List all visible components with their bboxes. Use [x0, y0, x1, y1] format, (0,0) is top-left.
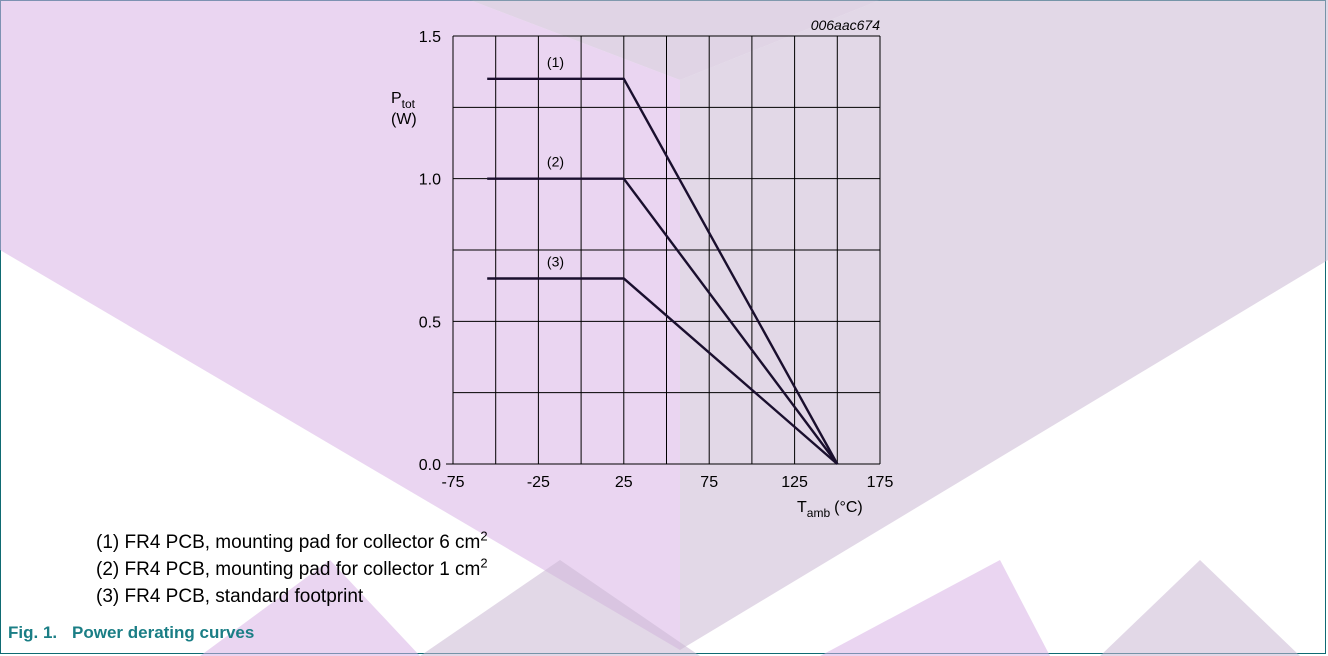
figure-title: Power derating curves: [72, 623, 255, 642]
y-tick-label: 1.5: [419, 29, 441, 46]
watermark-shape-right: [680, 0, 1328, 650]
y-tick-label: 0.0: [419, 457, 441, 474]
x-tick-label: 75: [700, 474, 718, 491]
x-tick-label: 125: [781, 474, 808, 491]
note-3-text: (3) FR4 PCB, standard footprint: [96, 586, 364, 607]
series-line-1: [487, 77, 839, 465]
y-axis-label-main: P: [391, 90, 402, 107]
watermark-shape-bottom-3: [820, 560, 1050, 656]
note-1-sup: 2: [480, 528, 488, 544]
grid: [446, 35, 881, 465]
note-2-sup: 2: [480, 555, 488, 571]
y-axis-label-sub: tot: [402, 97, 416, 111]
series-line-2: [487, 177, 839, 465]
note-1-text: (1) FR4 PCB, mounting pad for collector …: [96, 532, 481, 553]
x-axis-label-sub: amb: [807, 506, 831, 520]
watermark-shape-left: [0, 0, 680, 650]
series-label-3: (3): [547, 254, 564, 270]
figure-caption: Fig. 1. Power derating curves: [8, 623, 254, 643]
series-label-2: (2): [547, 154, 564, 170]
svg-text:Tamb(°C): Tamb (°C): [797, 499, 863, 520]
x-axis-label-main: T: [797, 499, 807, 516]
note-2-text: (2) FR4 PCB, mounting pad for collector …: [96, 559, 481, 580]
figure-number: Fig. 1.: [8, 623, 58, 642]
series-line-3: [487, 277, 839, 465]
note-3: (3) FR4 PCB, standard footprint: [96, 583, 488, 610]
tick-labels: -75 -25 25 75 125 175 0.0 0.5 1.0 1.5: [419, 29, 894, 491]
watermark-shape-bottom-2: [420, 560, 700, 656]
series-layer: (1) (2) (3): [487, 54, 839, 465]
x-tick-label: -25: [527, 474, 550, 491]
x-axis-unit: (°C): [834, 499, 863, 516]
y-axis-label: Ptot (W): [391, 90, 417, 128]
notes: (1) FR4 PCB, mounting pad for collector …: [96, 529, 488, 610]
x-tick-label: 25: [615, 474, 633, 491]
x-tick-label: 175: [867, 474, 894, 491]
y-tick-label: 0.5: [419, 314, 441, 331]
y-tick-label: 1.0: [419, 172, 441, 189]
watermark-shape-top: [470, 0, 880, 80]
y-axis-unit: (W): [391, 111, 417, 128]
x-tick-label: -75: [441, 474, 464, 491]
svg-text:Ptot: Ptot: [391, 90, 416, 111]
note-1: (1) FR4 PCB, mounting pad for collector …: [96, 529, 488, 556]
x-axis-label: Tamb (°C): [797, 499, 863, 520]
watermark-shape-bottom-4: [1100, 560, 1300, 656]
note-2: (2) FR4 PCB, mounting pad for collector …: [96, 556, 488, 583]
series-label-1: (1): [547, 54, 564, 70]
figure-code: 006aac674: [811, 17, 881, 33]
watermark-shape-bottom-1: [200, 560, 420, 656]
